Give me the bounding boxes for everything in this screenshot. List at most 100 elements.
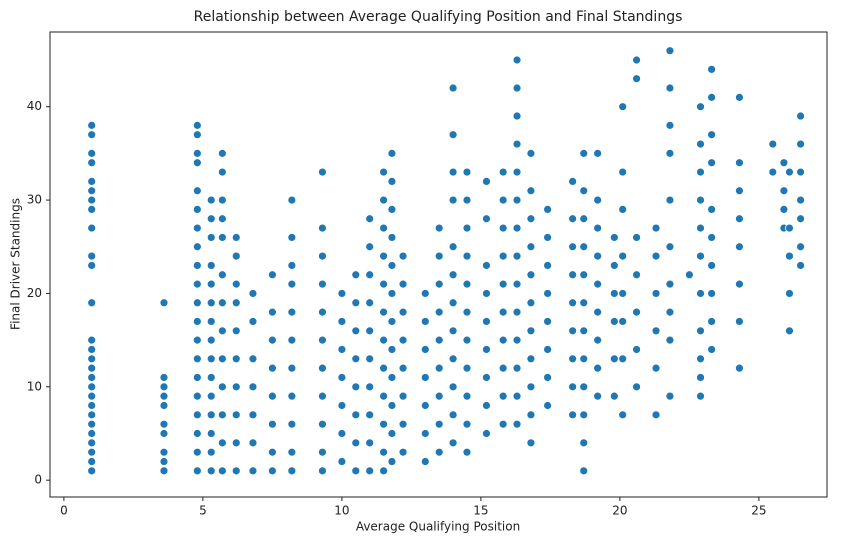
point [337, 429, 347, 438]
point [87, 410, 97, 420]
point [87, 429, 97, 438]
point [231, 326, 241, 336]
point [796, 261, 805, 270]
point [665, 279, 675, 289]
point [217, 354, 227, 364]
point [568, 242, 578, 252]
point [665, 335, 675, 345]
point [398, 251, 408, 261]
point [579, 214, 589, 224]
point [543, 233, 553, 242]
point [337, 317, 347, 326]
point [696, 102, 705, 112]
point [448, 438, 458, 448]
point [206, 447, 216, 457]
point [387, 429, 397, 438]
x-tick-label: 5 [199, 504, 207, 518]
point [365, 354, 375, 364]
point [248, 289, 258, 298]
point [498, 167, 508, 177]
point [526, 410, 536, 420]
point [696, 354, 705, 364]
point [434, 391, 444, 401]
point [434, 223, 444, 233]
point [267, 363, 277, 373]
point [735, 158, 744, 168]
point [248, 382, 258, 392]
point [462, 391, 472, 401]
point [593, 279, 603, 289]
point [526, 270, 536, 280]
point [434, 307, 444, 317]
point [87, 120, 97, 130]
point [217, 298, 227, 308]
point [398, 419, 408, 429]
point [526, 354, 536, 364]
point [159, 298, 169, 308]
point [365, 410, 375, 420]
x-axis-label: Average Qualifying Position [356, 520, 520, 534]
point [498, 195, 508, 205]
point [192, 391, 202, 401]
point [87, 354, 97, 364]
point [217, 382, 227, 392]
point [192, 148, 202, 158]
point [87, 335, 97, 345]
point [420, 429, 430, 438]
point [387, 289, 397, 298]
point [618, 354, 628, 364]
point [785, 223, 794, 233]
point [87, 158, 97, 168]
point [448, 410, 458, 420]
point [398, 279, 408, 289]
point [206, 466, 216, 476]
point [192, 279, 202, 289]
point [87, 223, 97, 233]
point [420, 373, 430, 382]
point [482, 429, 491, 438]
point [651, 363, 661, 373]
point [665, 46, 675, 56]
point [248, 354, 258, 364]
point [498, 223, 508, 233]
point [398, 307, 408, 317]
point [593, 307, 603, 317]
point [231, 279, 241, 289]
point [696, 139, 705, 149]
point [568, 326, 578, 336]
point [434, 363, 444, 373]
point [318, 307, 327, 317]
point [217, 214, 227, 224]
point [192, 429, 202, 438]
point [387, 345, 397, 354]
point [543, 289, 553, 298]
point [665, 83, 675, 93]
point [351, 326, 361, 336]
point [618, 410, 628, 420]
point [206, 335, 216, 345]
point [365, 438, 375, 448]
point [206, 410, 216, 420]
point [498, 279, 508, 289]
point [512, 111, 522, 121]
point [387, 176, 397, 186]
point [192, 335, 202, 345]
point [579, 242, 589, 252]
point [351, 270, 361, 280]
point [512, 223, 522, 233]
point [707, 92, 717, 102]
point [609, 261, 619, 270]
point [526, 298, 536, 308]
point [231, 354, 241, 364]
y-tick-label: 20 [27, 286, 42, 300]
point [707, 289, 717, 298]
point [579, 186, 589, 196]
point [192, 223, 202, 233]
point [87, 363, 97, 373]
point [379, 307, 388, 317]
point [482, 373, 491, 382]
point [512, 363, 522, 373]
point [448, 83, 458, 93]
point [217, 270, 227, 280]
point [796, 214, 805, 224]
